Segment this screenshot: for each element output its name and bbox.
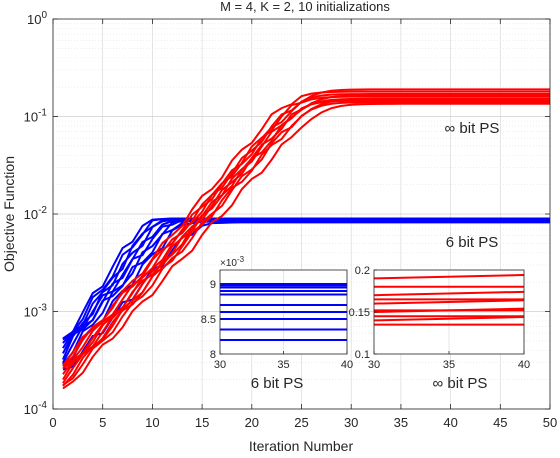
x-tick-label: 30 — [344, 415, 358, 430]
inset-x-tick-label: 35 — [443, 359, 455, 371]
x-tick-label: 10 — [145, 415, 159, 430]
x-tick-label: 20 — [245, 415, 259, 430]
main-plot: 0 5 10 15 20 25 30 35 40 45 50 10-4 10-3 10-2 10-1 100 — [24, 10, 558, 430]
series-inf-bit-line — [62, 88, 550, 367]
annotation-inf-bit: ∞ bit PS — [445, 120, 500, 137]
x-axis-label: Iteration Number — [249, 438, 354, 454]
inset-y-tick-label: 8.5 — [201, 314, 216, 326]
x-tick-label: 5 — [99, 415, 106, 430]
inset-series-line — [373, 299, 525, 305]
inset-x-tick-label: 35 — [277, 359, 289, 371]
y-tick-label: 100 — [27, 10, 47, 27]
y-tick-label: 10-2 — [24, 205, 48, 222]
inset-y-tick-label: 9 — [210, 279, 216, 291]
main-series — [62, 88, 550, 390]
inset-y-tick-label: 0.1 — [355, 349, 370, 361]
inset-y-tick-label: 8 — [210, 349, 216, 361]
x-tick-label: 25 — [294, 415, 308, 430]
x-tick-label: 15 — [195, 415, 209, 430]
inset-exponent-label: ×10-3 — [220, 255, 245, 269]
y-tick-label: 10-1 — [24, 108, 48, 125]
inset-series-line — [373, 316, 525, 322]
inset-y-tick-label: 0.15 — [349, 307, 370, 319]
inset-x-tick-label: 30 — [214, 359, 226, 371]
x-tick-label: 45 — [493, 415, 507, 430]
annotation-6-bit: 6 bit PS — [446, 234, 499, 251]
y-axis-label: Objective Function — [1, 156, 17, 272]
series-inf-bit-line — [62, 102, 550, 390]
inset-inf-bit-label: ∞ bit PS — [433, 375, 488, 392]
inset-x-tick-label: 30 — [368, 359, 380, 371]
inset-x-tick-label: 40 — [518, 359, 530, 371]
inset-y-tick-label: 0.2 — [355, 265, 370, 277]
inset-series-line — [373, 290, 525, 297]
inset-6-bit: 30 35 40 8 8.5 9 ×10-3 — [201, 255, 353, 371]
y-tick-label: 10-4 — [24, 400, 48, 417]
x-tick-label: 50 — [543, 415, 557, 430]
x-tick-label: 40 — [443, 415, 457, 430]
x-tick-label: 0 — [49, 415, 56, 430]
x-tick-label: 35 — [394, 415, 408, 430]
y-tick-label: 10-3 — [24, 303, 48, 320]
inset-series-line — [373, 274, 525, 280]
inset-6-bit-label: 6 bit PS — [251, 375, 304, 392]
inset-x-tick-label: 40 — [341, 359, 353, 371]
series-6-bit-line — [62, 217, 550, 340]
main-axes: 0 5 10 15 20 25 30 35 40 45 50 10-4 10-3 10-2 10-1 100 — [24, 10, 558, 430]
series-inf-bit-line — [62, 90, 550, 368]
series-inf-bit-line — [62, 94, 550, 370]
chart-title: M = 4, K = 2, 10 initializations — [220, 0, 390, 14]
inset-inf-bit: 30 35 40 0.1 0.15 0.2 — [349, 265, 531, 371]
